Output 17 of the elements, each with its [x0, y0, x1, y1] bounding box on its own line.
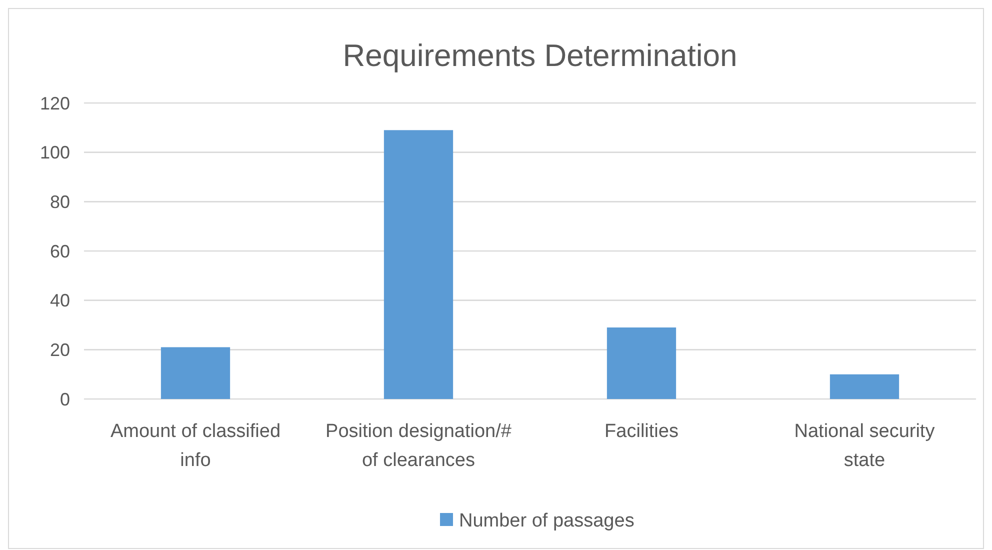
y-tick-label: 40 — [50, 290, 70, 311]
y-tick-label: 80 — [50, 192, 70, 212]
legend-label: Number of passages — [459, 510, 634, 532]
bar — [830, 374, 900, 399]
y-tick-label: 120 — [40, 93, 70, 114]
x-tick-label: Amount of classified info — [110, 421, 281, 471]
y-tick-label: 100 — [40, 142, 70, 163]
x-tick-label: Position designation/# of clearances — [326, 421, 512, 471]
x-tick-label: National security state — [794, 421, 936, 471]
bar — [160, 347, 230, 399]
y-tick-label: 0 — [60, 389, 70, 410]
x-tick-label: Facilities — [604, 421, 678, 442]
chart-title: Requirements Determination — [342, 38, 738, 73]
y-tick-label: 20 — [50, 340, 70, 360]
y-tick-label: 60 — [50, 241, 70, 262]
bar — [606, 327, 676, 399]
bar — [384, 130, 454, 399]
